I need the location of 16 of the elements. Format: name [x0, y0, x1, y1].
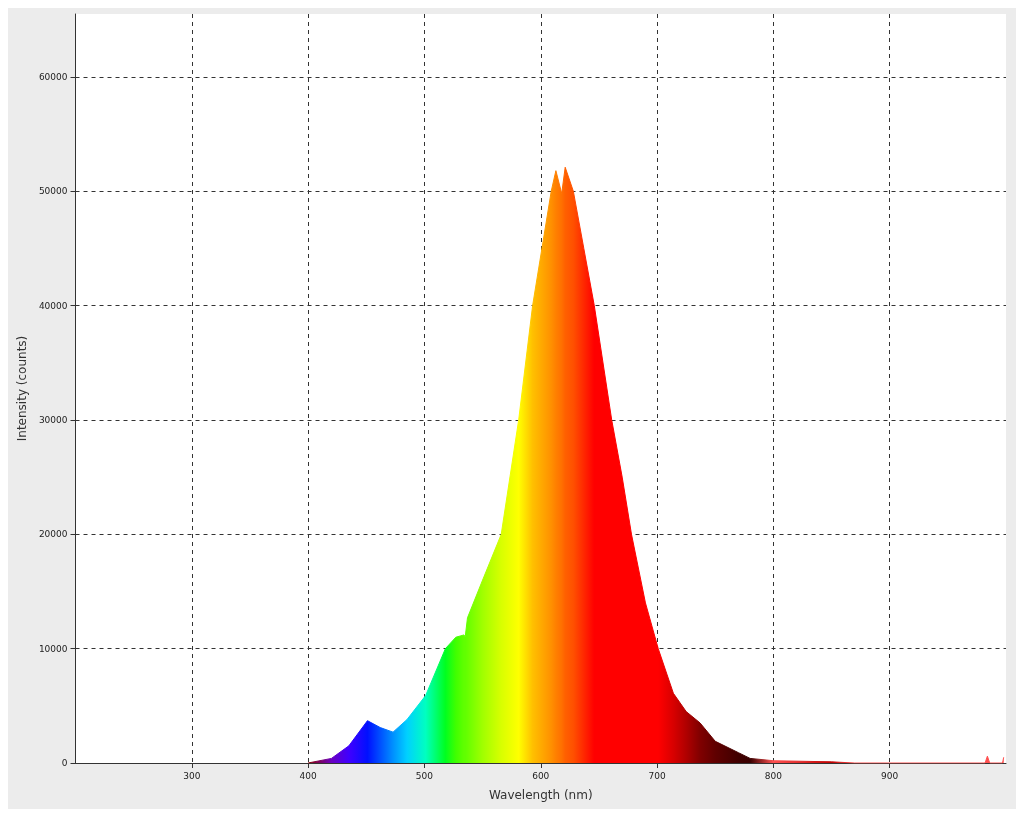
x-tick-label: 800: [764, 770, 783, 781]
x-axis-title: Wavelength (nm): [488, 788, 593, 802]
y-tick-label: 20000: [38, 529, 68, 540]
x-tick-label: 400: [299, 770, 318, 781]
y-tick-label: 10000: [38, 643, 68, 654]
y-tick-label: 50000: [38, 186, 68, 197]
y-axis-title: Intensity (counts): [15, 335, 29, 442]
x-tick-label: 600: [532, 770, 550, 781]
x-tick-label: 700: [648, 770, 666, 781]
y-tick-label: 40000: [38, 300, 68, 311]
x-tick-label: 500: [415, 770, 434, 781]
x-tick-label: 900: [881, 770, 899, 781]
y-tick-label: 0: [61, 758, 68, 768]
y-tick-label: 60000: [38, 71, 68, 82]
x-tick-label: 300: [183, 770, 201, 781]
y-tick-label: 30000: [38, 414, 68, 425]
